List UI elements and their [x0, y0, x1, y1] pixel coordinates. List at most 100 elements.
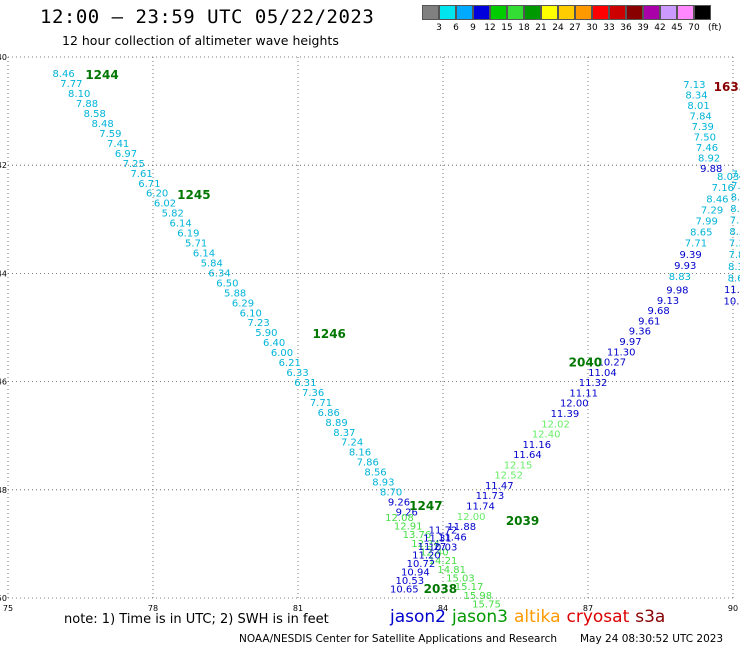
wave-height-point: 13.76 — [403, 530, 432, 541]
color-scale-label: 30 — [586, 23, 598, 33]
wave-height-point: 6.00 — [271, 348, 293, 359]
wave-height-point: 7.71 — [310, 398, 332, 409]
color-scale-unit: (ft) — [708, 23, 722, 33]
satellite-legend: jason2 jason3 altika cryosat s3a — [390, 607, 671, 627]
wave-height-point: 7.23 — [247, 318, 269, 329]
wave-height-point: 11.14 — [724, 285, 740, 296]
wave-height-point: 10.72 — [407, 559, 436, 570]
chart-subtitle: 12 hour collection of altimeter wave hei… — [62, 33, 339, 48]
time-label: 2038 — [424, 582, 457, 596]
wave-height-point: 8.56 — [364, 468, 386, 479]
color-scale-label: 12 — [484, 23, 496, 33]
wave-height-point: 6.10 — [240, 308, 262, 319]
wave-height-point: 12.00 — [560, 399, 589, 410]
footer-timestamp: May 24 08:30:52 UTC 2023 — [580, 633, 724, 645]
wave-height-point: 11.31 — [423, 534, 452, 545]
wave-height-point: 7.84 — [690, 111, 712, 122]
wave-height-point: 15.98 — [463, 591, 492, 602]
wave-height-point: 8.92 — [698, 153, 720, 164]
wave-height-point: 8.34 — [685, 91, 707, 102]
wave-height-point: 6.71 — [138, 179, 160, 190]
wave-height-point: 7.13 — [683, 80, 705, 91]
color-swatch — [456, 5, 473, 20]
color-swatch — [592, 5, 609, 20]
wave-height-point: 11.27 — [418, 542, 447, 553]
wave-height-point: 10.25 — [724, 296, 740, 307]
wave-height-point: 9.36 — [629, 327, 651, 338]
wave-height-point: 9.61 — [638, 316, 660, 327]
time-label: 1246 — [313, 327, 346, 341]
wave-height-point: 10.65 — [390, 584, 419, 595]
wave-height-point: 8.36 — [728, 262, 740, 273]
legend-entry: cryosat — [566, 607, 630, 627]
data-points: 8.467.778.107.888.588.487.597.416.977.25… — [52, 69, 740, 610]
wave-height-point: 7.88 — [76, 99, 98, 110]
color-scale-label: 9 — [470, 23, 476, 33]
color-swatch — [473, 5, 490, 20]
wave-height-point: 6.31 — [294, 378, 316, 389]
x-tick-label: 84 — [438, 604, 448, 613]
wave-height-point: 8.16 — [349, 448, 371, 459]
wave-height-point: 7.38 — [729, 239, 740, 250]
wave-height-point: 12.08 — [385, 513, 414, 524]
wave-height-point: 7.41 — [107, 139, 129, 150]
color-swatch — [677, 5, 694, 20]
wave-height-point: 12.02 — [541, 419, 570, 430]
wave-height-point: 8.10 — [68, 89, 90, 100]
wave-height-point: 5.90 — [255, 328, 277, 339]
legend-entry: jason3 — [452, 607, 508, 627]
wave-height-point: 11.04 — [588, 368, 617, 379]
y-tick-label: -46 — [0, 378, 7, 387]
color-scale-label: 15 — [501, 23, 513, 33]
wave-height-point: 11.39 — [551, 409, 580, 420]
wave-height-point: 9.97 — [619, 337, 641, 348]
wave-height-point: 11.16 — [522, 440, 551, 451]
color-swatch — [524, 5, 541, 20]
wave-height-point: 6.34 — [208, 268, 230, 279]
time-label: 1244 — [85, 68, 118, 82]
wave-height-point: 6.29 — [232, 298, 254, 309]
wave-height-point: 14.81 — [437, 565, 466, 576]
wave-height-point: 7.98 — [730, 216, 740, 227]
wave-height-point: 8.83 — [669, 272, 691, 283]
wave-height-point: 8.12 — [730, 204, 740, 215]
wave-height-point: 6.97 — [115, 149, 137, 160]
time-labels: 1244 1245 1246 1247 2038 2039 2040 1635 — [85, 68, 740, 596]
y-tick-label: -42 — [0, 161, 7, 170]
wave-height-point: 7.29 — [701, 205, 723, 216]
wave-height-point: 6.02 — [154, 199, 176, 210]
wave-height-point: 9.13 — [657, 296, 679, 307]
chart-title: 12:00 — 23:59 UTC 05/22/2023 — [40, 6, 375, 28]
y-tick-label: -40 — [0, 53, 7, 62]
wave-height-point: 8.37 — [333, 428, 355, 439]
color-swatch — [643, 5, 660, 20]
wave-height-point: 15.17 — [455, 582, 484, 593]
wave-height-point: 7.99 — [696, 217, 718, 228]
wave-height-point: 11.46 — [438, 532, 467, 543]
color-swatch — [507, 5, 524, 20]
wave-height-point: 11.47 — [485, 481, 514, 492]
wave-height-point: 11.11 — [569, 388, 598, 399]
y-tick-label: -44 — [0, 269, 7, 278]
wave-height-point: 7.86 — [732, 169, 740, 180]
x-tick-label: 81 — [293, 604, 303, 613]
y-tick-label: -50 — [0, 594, 7, 603]
color-swatch — [439, 5, 456, 20]
wave-height-point: 8.57 — [729, 227, 740, 238]
x-tick-label: 90 — [728, 604, 738, 613]
wave-height-point: 10.03 — [429, 543, 458, 554]
color-scale-label: 21 — [535, 23, 547, 33]
wave-height-point: 8.01 — [687, 101, 709, 112]
wave-height-point: 11.32 — [579, 378, 608, 389]
wave-height-point: 7.61 — [130, 169, 152, 180]
wave-height-point: 7.87 — [728, 250, 740, 261]
color-scale-label: 42 — [654, 23, 666, 33]
wave-height-point: 7.77 — [60, 79, 82, 90]
color-swatch — [575, 5, 592, 20]
wave-height-point: 7.59 — [99, 129, 121, 140]
wave-height-point: 12.40 — [532, 430, 561, 441]
legend-entry: s3a — [635, 607, 666, 627]
color-scale-label: 36 — [620, 23, 632, 33]
color-swatch — [694, 5, 711, 20]
